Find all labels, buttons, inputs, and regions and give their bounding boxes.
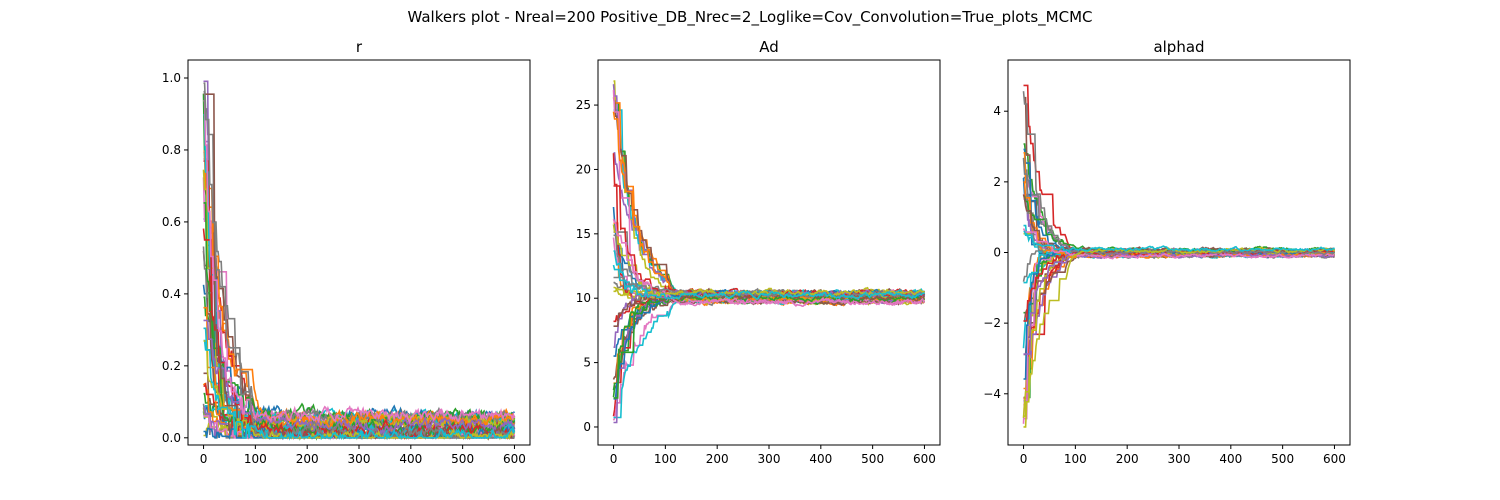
x-tick-label: 0 — [200, 452, 208, 466]
x-tick-label: 0 — [610, 452, 618, 466]
walker-line — [1022, 248, 1335, 424]
walker-line — [1022, 249, 1335, 418]
walker-line — [1023, 148, 1335, 255]
walker-line — [612, 206, 925, 302]
y-tick-label: 1.0 — [162, 71, 181, 85]
x-tick-label: 200 — [1116, 452, 1139, 466]
walker-line — [1023, 181, 1336, 259]
walker-line — [203, 90, 515, 440]
walker-line — [203, 93, 515, 441]
x-tick-label: 500 — [1271, 452, 1294, 466]
chart-r: r 0 100 200 300 400 500 600 0.0 0.2 0.4 0.6 0.8 1.0 — [162, 38, 531, 466]
walker-line — [1023, 96, 1335, 258]
y-tick-label: 20 — [576, 162, 591, 176]
walker-line — [612, 264, 925, 301]
chart-alphad: alphad 0 100 200 300 400 500 600 −4 −2 0 2 4 — [983, 38, 1351, 466]
walker-line — [203, 82, 515, 441]
x-tick-label: 100 — [244, 452, 267, 466]
walker-line — [1023, 250, 1335, 401]
walker-line — [1023, 152, 1335, 259]
x-tick-label: 600 — [1323, 452, 1346, 466]
y-tick-label: 25 — [576, 98, 591, 112]
walker-line — [203, 80, 516, 439]
walker-line — [203, 100, 516, 426]
walker-line — [613, 294, 925, 424]
walker-line — [1023, 157, 1335, 256]
y-tick-label: 5 — [583, 356, 591, 370]
y-tick-label: 15 — [576, 227, 591, 241]
walker-line — [1023, 247, 1335, 402]
y-tick-label: 0.8 — [162, 143, 181, 157]
chart-ad: Ad 0 100 200 300 400 500 600 0 5 10 15 20 25 — [576, 38, 941, 466]
axes-title: alphad — [1153, 38, 1204, 56]
walker-line — [203, 327, 516, 441]
walker-line — [612, 153, 925, 304]
x-tick-label: 500 — [451, 452, 474, 466]
y-tick-label: 0.4 — [162, 287, 181, 301]
walker-line — [1023, 248, 1335, 380]
x-tick-label: 400 — [809, 452, 832, 466]
y-tick-label: −4 — [983, 387, 1001, 401]
y-tick-label: 0 — [583, 420, 591, 434]
x-tick-label: 400 — [399, 452, 422, 466]
walker-line — [202, 93, 515, 428]
walker-line — [1023, 251, 1335, 355]
y-tick-label: 0.0 — [162, 431, 181, 445]
x-tick-label: 100 — [1064, 452, 1087, 466]
walker-line — [612, 288, 926, 417]
y-tick-label: 4 — [993, 104, 1001, 118]
walker-line — [613, 293, 925, 399]
x-tick-label: 500 — [861, 452, 884, 466]
walker-line — [613, 185, 925, 299]
x-tick-label: 600 — [913, 452, 936, 466]
walker-line — [1023, 84, 1335, 259]
walker-line — [1023, 250, 1335, 417]
walker-line — [1023, 248, 1336, 420]
walker-line — [1022, 157, 1335, 260]
walker-line — [1023, 246, 1336, 428]
walker-line — [1023, 252, 1335, 356]
walker-line — [1023, 230, 1335, 253]
walker-line — [1023, 249, 1335, 390]
walker-line — [612, 111, 925, 303]
x-tick-label: 300 — [758, 452, 781, 466]
walker-line — [613, 294, 926, 387]
walker-traces — [1022, 84, 1336, 428]
y-tick-label: 0.2 — [162, 359, 181, 373]
x-tick-label: 600 — [503, 452, 526, 466]
walker-line — [1023, 143, 1335, 259]
walker-line — [612, 288, 926, 421]
walker-line — [1022, 177, 1335, 259]
walker-line — [1023, 195, 1336, 253]
walker-line — [1023, 249, 1335, 399]
x-tick-label: 300 — [348, 452, 371, 466]
y-tick-label: 0 — [993, 246, 1001, 260]
walker-line — [613, 152, 925, 302]
walker-line — [612, 295, 925, 391]
y-tick-label: −2 — [983, 316, 1001, 330]
walker-line — [1023, 247, 1335, 406]
figure-suptitle: Walkers plot - Nreal=200 Positive_DB_Nre… — [407, 8, 1092, 27]
x-tick-label: 200 — [296, 452, 319, 466]
walker-line — [613, 102, 925, 300]
axes-title: Ad — [759, 38, 779, 56]
axes-title: r — [356, 38, 363, 56]
walker-traces — [612, 80, 926, 424]
x-tick-label: 0 — [1020, 452, 1028, 466]
walker-traces — [202, 80, 516, 441]
walker-line — [203, 150, 516, 429]
x-tick-label: 400 — [1219, 452, 1242, 466]
walker-line — [1022, 91, 1335, 256]
y-tick-label: 2 — [993, 175, 1001, 189]
x-tick-label: 300 — [1168, 452, 1191, 466]
x-tick-label: 200 — [706, 452, 729, 466]
y-tick-label: 10 — [576, 291, 591, 305]
walker-line — [1023, 162, 1335, 259]
walker-line — [203, 319, 515, 436]
walker-line — [1023, 249, 1335, 399]
x-tick-label: 100 — [654, 452, 677, 466]
y-tick-label: 0.6 — [162, 215, 181, 229]
walker-line — [612, 291, 925, 398]
